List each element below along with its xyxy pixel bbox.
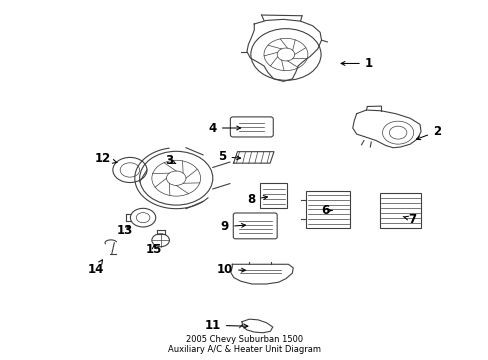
- Text: 15: 15: [146, 243, 162, 256]
- Text: 3: 3: [164, 154, 176, 167]
- Text: 2005 Chevy Suburban 1500
Auxiliary A/C & Heater Unit Diagram: 2005 Chevy Suburban 1500 Auxiliary A/C &…: [168, 334, 320, 354]
- Bar: [260, 183, 286, 208]
- Bar: [306, 190, 349, 228]
- Text: 1: 1: [341, 57, 372, 70]
- Text: 10: 10: [216, 263, 245, 276]
- Text: 6: 6: [320, 204, 331, 217]
- Text: 13: 13: [117, 224, 133, 237]
- Text: 11: 11: [204, 319, 247, 332]
- Bar: [379, 193, 420, 228]
- Text: 2: 2: [416, 125, 440, 140]
- Text: 7: 7: [403, 213, 416, 226]
- Text: 14: 14: [87, 260, 104, 276]
- Text: 4: 4: [208, 122, 240, 135]
- Text: 12: 12: [95, 152, 117, 165]
- Text: 5: 5: [218, 150, 240, 163]
- Text: 9: 9: [221, 220, 245, 233]
- Text: 8: 8: [247, 193, 267, 206]
